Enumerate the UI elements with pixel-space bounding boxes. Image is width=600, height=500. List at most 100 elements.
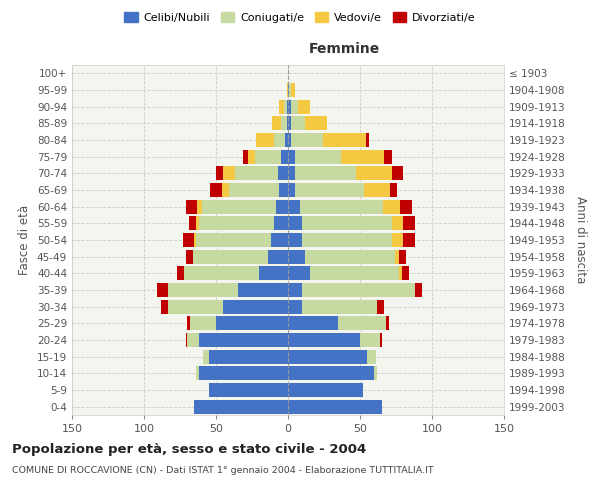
Bar [288, 316, 338, 330]
Bar [274, 133, 285, 147]
Bar [288, 116, 291, 130]
Text: COMUNE DI ROCCAVIONE (CN) - Dati ISTAT 1° gennaio 2004 - Elaborazione TUTTITALIA: COMUNE DI ROCCAVIONE (CN) - Dati ISTAT 1… [12, 466, 434, 475]
Bar [259, 266, 288, 280]
Bar [194, 233, 196, 247]
Bar [383, 200, 400, 214]
Bar [223, 166, 235, 180]
Bar [289, 83, 291, 97]
Bar [183, 233, 194, 247]
Bar [338, 316, 386, 330]
Bar [291, 133, 323, 147]
Bar [302, 300, 377, 314]
Bar [288, 333, 360, 347]
Bar [223, 300, 288, 314]
Bar [288, 133, 291, 147]
Bar [305, 116, 327, 130]
Bar [255, 150, 281, 164]
Text: Popolazione per età, sesso e stato civile - 2004: Popolazione per età, sesso e stato civil… [12, 442, 366, 456]
Bar [288, 400, 382, 414]
Bar [367, 350, 376, 364]
Bar [291, 116, 305, 130]
Bar [278, 166, 288, 180]
Bar [271, 233, 288, 247]
Bar [392, 166, 403, 180]
Bar [288, 216, 302, 230]
Bar [222, 183, 229, 197]
Bar [187, 316, 190, 330]
Bar [288, 266, 310, 280]
Text: Femmine: Femmine [308, 42, 380, 56]
Bar [295, 166, 356, 180]
Bar [291, 83, 295, 97]
Bar [295, 183, 364, 197]
Bar [285, 133, 288, 147]
Bar [203, 350, 209, 364]
Bar [281, 116, 287, 130]
Bar [366, 133, 368, 147]
Bar [184, 266, 259, 280]
Bar [169, 300, 223, 314]
Bar [310, 266, 399, 280]
Bar [288, 233, 302, 247]
Bar [216, 166, 223, 180]
Bar [392, 216, 403, 230]
Bar [288, 150, 295, 164]
Bar [288, 166, 295, 180]
Bar [402, 266, 409, 280]
Bar [288, 350, 367, 364]
Bar [288, 100, 291, 114]
Bar [360, 333, 380, 347]
Y-axis label: Fasce di età: Fasce di età [19, 205, 31, 275]
Bar [281, 150, 288, 164]
Bar [161, 300, 169, 314]
Bar [186, 250, 193, 264]
Bar [287, 116, 288, 130]
Bar [196, 366, 199, 380]
Bar [399, 250, 406, 264]
Bar [274, 216, 288, 230]
Bar [186, 200, 197, 214]
Bar [302, 233, 392, 247]
Bar [186, 333, 187, 347]
Bar [280, 100, 284, 114]
Bar [288, 366, 374, 380]
Bar [386, 316, 389, 330]
Bar [288, 283, 302, 297]
Bar [323, 133, 366, 147]
Bar [403, 233, 415, 247]
Bar [392, 233, 403, 247]
Bar [415, 283, 422, 297]
Bar [298, 100, 310, 114]
Bar [341, 150, 385, 164]
Bar [288, 300, 302, 314]
Bar [190, 316, 216, 330]
Bar [268, 250, 288, 264]
Bar [287, 83, 288, 97]
Bar [197, 200, 202, 214]
Y-axis label: Anni di nascita: Anni di nascita [574, 196, 587, 284]
Bar [193, 250, 268, 264]
Bar [280, 183, 288, 197]
Bar [209, 383, 288, 397]
Bar [244, 150, 248, 164]
Bar [238, 283, 288, 297]
Bar [356, 166, 392, 180]
Bar [169, 283, 238, 297]
Bar [288, 383, 363, 397]
Bar [377, 300, 385, 314]
Bar [284, 100, 287, 114]
Bar [302, 216, 392, 230]
Legend: Celibi/Nubili, Coniugati/e, Vedovi/e, Divorziati/e: Celibi/Nubili, Coniugati/e, Vedovi/e, Di… [120, 8, 480, 28]
Bar [199, 216, 274, 230]
Bar [291, 100, 298, 114]
Bar [400, 200, 412, 214]
Bar [235, 166, 278, 180]
Bar [295, 150, 341, 164]
Bar [395, 250, 399, 264]
Bar [194, 400, 288, 414]
Bar [256, 133, 274, 147]
Bar [187, 333, 199, 347]
Bar [177, 266, 184, 280]
Bar [196, 216, 199, 230]
Bar [299, 200, 383, 214]
